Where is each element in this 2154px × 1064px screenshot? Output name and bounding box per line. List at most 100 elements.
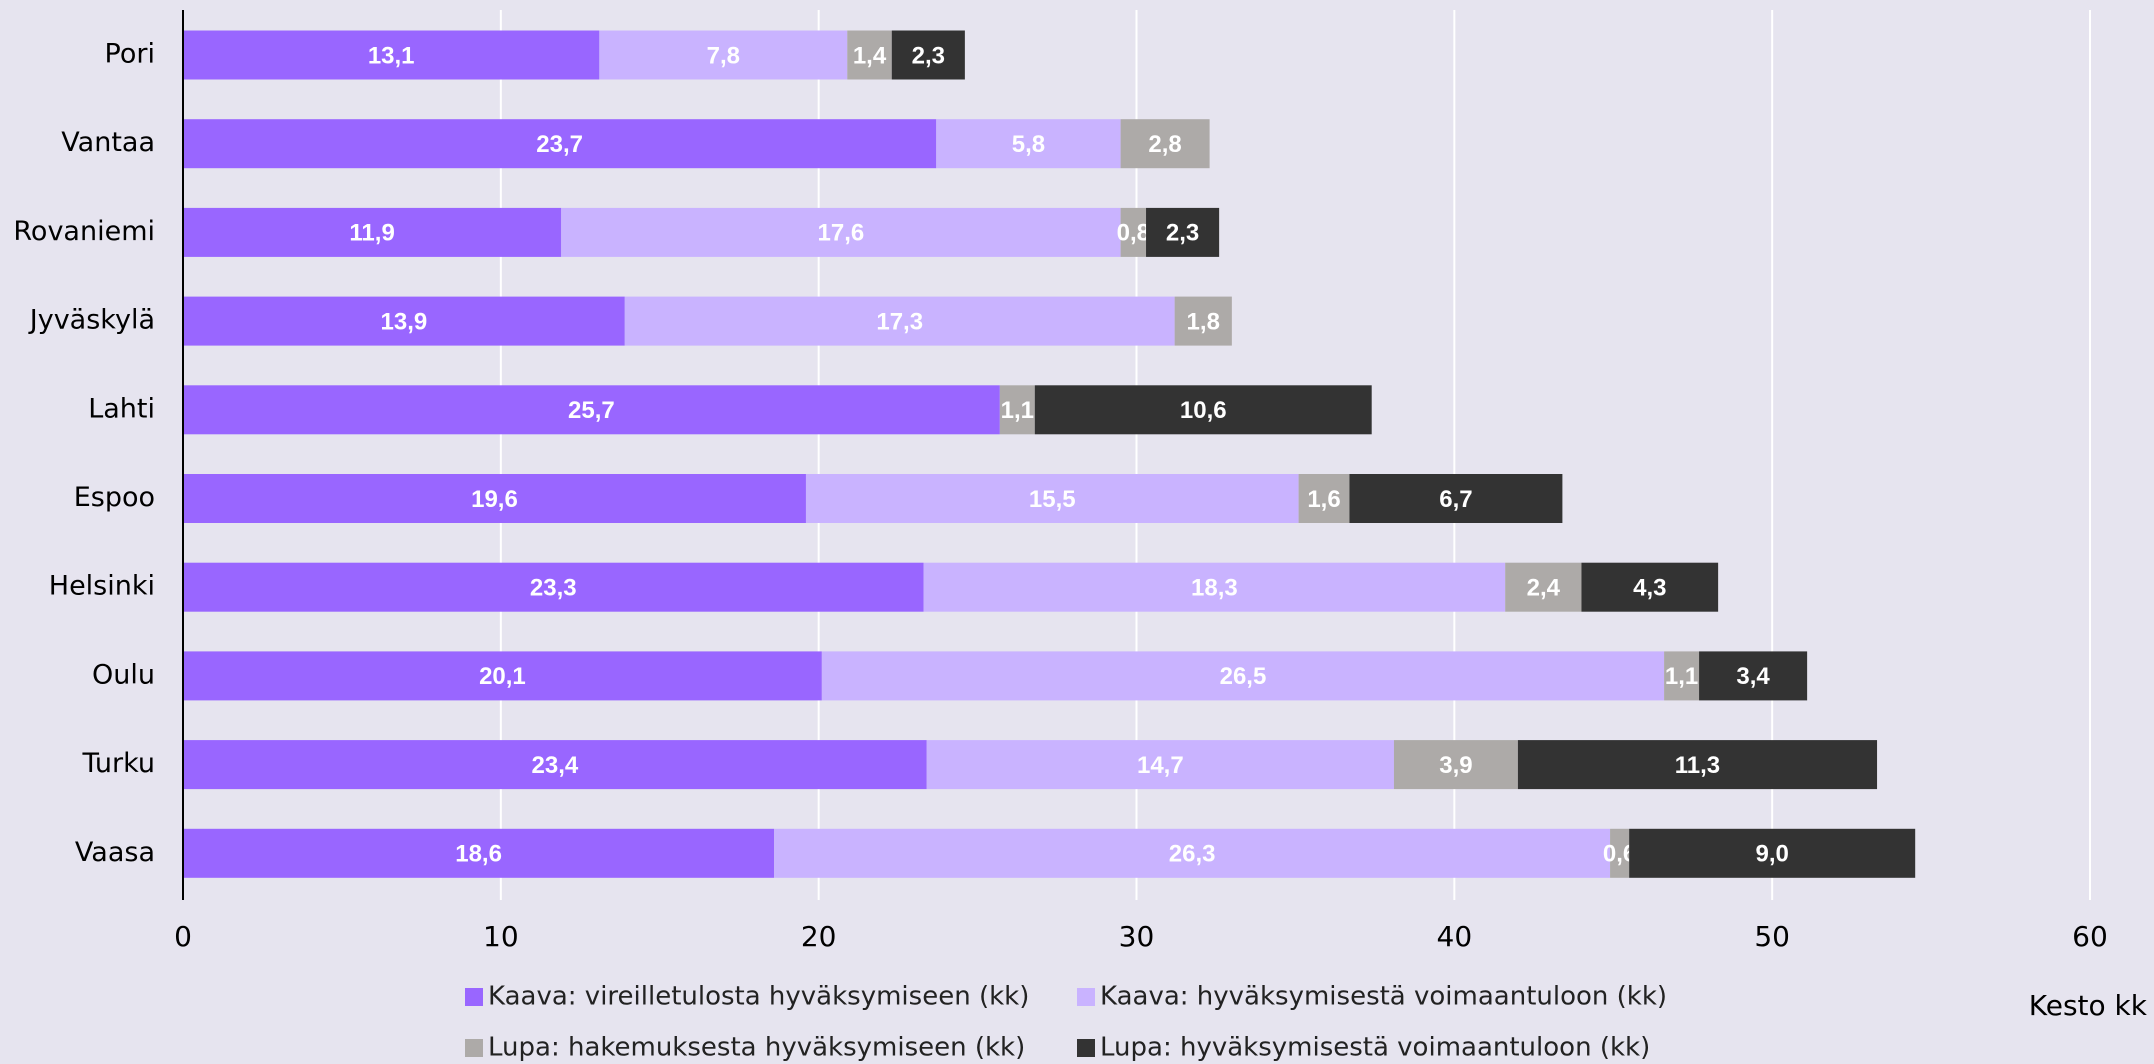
- data-label: 19,6: [471, 486, 518, 513]
- x-tick-label: 40: [1437, 920, 1473, 953]
- legend-label: Lupa: hakemuksesta hyväksymiseen (kk): [488, 1033, 1025, 1063]
- data-label: 17,3: [876, 308, 923, 335]
- bar-segment: [847, 30, 892, 80]
- bar-segment: [183, 474, 806, 523]
- bar-segment: [999, 385, 1035, 435]
- data-label: 14,7: [1137, 752, 1184, 779]
- bar-segment: [183, 740, 927, 790]
- bar-segment: [183, 828, 775, 878]
- data-label: 1,8: [1187, 308, 1220, 335]
- data-label: 20,1: [479, 663, 526, 690]
- x-axis-label: Kesto kk: [2029, 989, 2148, 1022]
- y-tick-label: Oulu: [92, 659, 155, 690]
- bar-segment: [1393, 740, 1518, 790]
- data-label: 13,1: [368, 42, 415, 69]
- bar-segment: [183, 562, 924, 612]
- bar-segment: [1629, 828, 1916, 878]
- legend-swatch: [465, 988, 483, 1006]
- bar-segment: [599, 30, 848, 80]
- bar-segment: [1146, 207, 1220, 257]
- bar-segment: [1699, 651, 1808, 701]
- bar-segment: [1120, 207, 1147, 257]
- legend-label: Kaava: vireilletulosta hyväksymiseen (kk…: [488, 982, 1029, 1012]
- y-tick-label: Vaasa: [75, 837, 155, 868]
- data-label: 23,7: [536, 131, 583, 158]
- data-label: 9,0: [1755, 841, 1788, 868]
- data-label: 2,4: [1527, 575, 1561, 602]
- data-label: 25,7: [568, 397, 615, 424]
- data-label: 2,8: [1148, 131, 1181, 158]
- bar-segment: [183, 385, 1000, 435]
- data-label: 23,4: [532, 752, 579, 779]
- data-label: 1,1: [1665, 663, 1698, 690]
- x-tick-label: 20: [801, 920, 837, 953]
- bar-segment: [891, 30, 965, 80]
- y-tick-label: Turku: [81, 748, 155, 779]
- bar-segment: [936, 119, 1121, 169]
- legend-swatch: [465, 1039, 483, 1057]
- bar-segment: [805, 474, 1299, 523]
- bar-segment: [561, 207, 1121, 257]
- data-label: 4,3: [1633, 575, 1666, 602]
- data-label: 1,1: [1001, 397, 1034, 424]
- data-label: 0,8: [1117, 220, 1150, 247]
- bar-segment: [774, 828, 1611, 878]
- data-label: 1,6: [1307, 486, 1340, 513]
- data-label: 10,6: [1180, 397, 1227, 424]
- x-tick-label: 10: [483, 920, 519, 953]
- legend-label: Lupa: hyväksymisestä voimaantuloon (kk): [1100, 1033, 1650, 1063]
- data-label: 23,3: [530, 575, 577, 602]
- data-label: 18,6: [455, 841, 502, 868]
- data-label: 26,5: [1220, 663, 1267, 690]
- bar-segment: [1298, 474, 1350, 523]
- y-tick-label: Pori: [105, 39, 155, 70]
- legend-swatch: [1077, 988, 1095, 1006]
- y-tick-label: Lahti: [88, 393, 155, 424]
- bar-segment: [1174, 296, 1232, 346]
- x-tick-label: 60: [2072, 920, 2108, 953]
- data-label: 18,3: [1191, 575, 1238, 602]
- bar-segment: [1034, 385, 1372, 435]
- legend-label: Kaava: hyväksymisestä voimaantuloon (kk): [1100, 982, 1667, 1012]
- bar-segment: [1505, 562, 1582, 612]
- y-tick-label: Jyväskylä: [28, 305, 155, 336]
- bar-segment: [923, 562, 1506, 612]
- bar-segment: [1664, 651, 1700, 701]
- x-tick-label: 30: [1119, 920, 1155, 953]
- y-tick-label: Vantaa: [61, 127, 155, 158]
- legend-swatch: [1077, 1039, 1095, 1057]
- data-label: 26,3: [1169, 841, 1216, 868]
- data-label: 2,3: [1166, 220, 1199, 247]
- bar-segment: [183, 30, 600, 80]
- data-label: 3,9: [1439, 752, 1472, 779]
- bar-segment: [1581, 562, 1719, 612]
- bar-segment: [1610, 828, 1630, 878]
- bar-segment: [183, 207, 562, 257]
- bar-segment: [183, 296, 625, 346]
- bar-segment: [1120, 119, 1210, 169]
- data-label: 7,8: [707, 42, 740, 69]
- data-label: 11,3: [1675, 752, 1720, 779]
- data-label: 2,3: [912, 42, 945, 69]
- bar-segment: [183, 119, 937, 169]
- bar-segment: [1517, 740, 1878, 790]
- y-tick-label: Espoo: [74, 482, 155, 513]
- y-tick-label: Rovaniemi: [13, 216, 155, 247]
- data-label: 5,8: [1012, 131, 1045, 158]
- data-label: 11,9: [349, 220, 394, 247]
- bar-segment: [926, 740, 1394, 790]
- data-label: 15,5: [1029, 486, 1076, 513]
- data-label: 17,6: [818, 220, 865, 247]
- data-label: 3,4: [1736, 663, 1770, 690]
- data-label: 6,7: [1439, 486, 1472, 513]
- x-tick-label: 50: [1754, 920, 1790, 953]
- bar-segment: [821, 651, 1665, 701]
- bar-segment: [183, 651, 822, 701]
- bar-segment: [624, 296, 1175, 346]
- data-label: 1,4: [853, 42, 887, 69]
- y-tick-label: Helsinki: [49, 571, 155, 602]
- bar-segment: [1349, 474, 1563, 523]
- x-tick-label: 0: [174, 920, 192, 953]
